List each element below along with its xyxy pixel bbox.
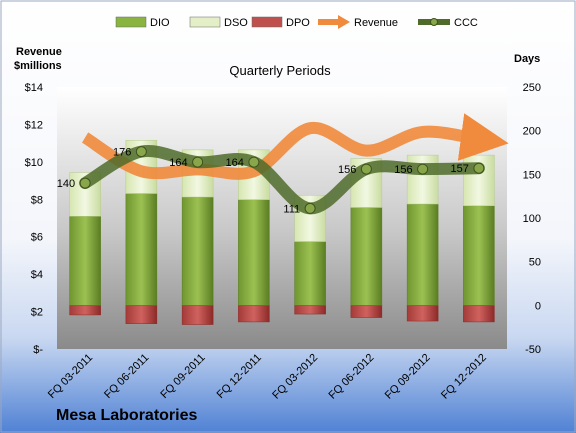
legend-swatch xyxy=(115,16,147,28)
dpo-bar xyxy=(294,305,326,315)
ccc-data-label: 140 xyxy=(57,178,75,190)
dpo-bar xyxy=(350,305,383,318)
ccc-data-label: 164 xyxy=(169,157,187,169)
left-tick-label: $14 xyxy=(25,82,43,94)
left-axis-label-line2: $millions xyxy=(14,60,62,72)
ccc-data-label: 157 xyxy=(451,163,469,175)
revenue-layer xyxy=(81,113,509,180)
ccc-data-label: 176 xyxy=(113,147,131,159)
legend-label: DPO xyxy=(286,17,310,29)
ccc-marker xyxy=(135,146,147,158)
legend-swatch xyxy=(251,16,283,28)
dio-bar xyxy=(294,241,326,306)
dpo-bar xyxy=(463,305,495,323)
ccc-data-label: 156 xyxy=(338,164,356,176)
ccc-marker xyxy=(304,202,316,214)
ccc-marker xyxy=(248,156,260,168)
left-tick-label: $- xyxy=(33,344,43,356)
dio-bar xyxy=(463,205,495,306)
left-tick-label: $2 xyxy=(31,307,43,319)
ccc-marker xyxy=(360,163,372,175)
legend-swatch xyxy=(189,16,221,28)
right-tick-label: 100 xyxy=(523,213,541,225)
right-tick-label: 0 xyxy=(535,300,541,312)
ccc-data-label: 156 xyxy=(394,164,412,176)
left-tick-label: $8 xyxy=(31,194,43,206)
dio-bar xyxy=(125,193,158,306)
left-tick-label: $12 xyxy=(25,119,43,131)
right-tick-label: 250 xyxy=(523,82,541,94)
right-tick-label: 50 xyxy=(529,257,541,269)
legend-label: DSO xyxy=(224,17,248,29)
legend-arrow-head xyxy=(338,15,350,29)
right-tick-label: 150 xyxy=(523,169,541,181)
dso-bar xyxy=(406,154,439,205)
ccc-marker xyxy=(417,163,429,175)
ccc-marker xyxy=(79,177,91,189)
left-tick-label: $6 xyxy=(31,232,43,244)
left-axis-label-line1: Revenue xyxy=(16,46,62,58)
legend-label: DIO xyxy=(150,17,170,29)
dpo-bar xyxy=(125,305,158,324)
dio-bar xyxy=(69,216,101,306)
dio-bar xyxy=(238,199,270,306)
right-axis-label: Days xyxy=(514,53,540,65)
left-tick-label: $10 xyxy=(25,157,43,169)
chart-title: Quarterly Periods xyxy=(229,63,331,78)
dio-bar xyxy=(181,196,214,306)
dpo-bar xyxy=(406,305,439,322)
legend-label: Revenue xyxy=(354,17,398,29)
ccc-data-label: 111 xyxy=(283,203,300,215)
dio-bar xyxy=(350,207,383,306)
left-axis-ticks: $- $2 $4 $6 $8 $10 $12 $14 xyxy=(25,82,44,356)
legend-marker xyxy=(430,18,438,26)
legend: DIO DSO DPO Revenue CCC xyxy=(115,15,478,29)
right-tick-label: 200 xyxy=(523,126,541,138)
left-tick-label: $4 xyxy=(31,269,43,281)
ccc-marker xyxy=(473,162,485,174)
revenue-line xyxy=(81,113,509,180)
company-name: Mesa Laboratories xyxy=(56,407,197,424)
dpo-bar xyxy=(238,305,270,323)
right-axis-ticks: -50 0 50 100 150 200 250 xyxy=(523,82,541,356)
dpo-bar xyxy=(181,305,214,325)
legend-label: CCC xyxy=(454,17,478,29)
plot-area xyxy=(57,87,507,349)
ccc-layer: 140 176 164 164 111 156 156 157 xyxy=(57,145,485,215)
dpo-bar xyxy=(69,305,101,316)
dio-bar xyxy=(406,203,439,306)
ccc-marker xyxy=(192,156,204,168)
right-tick-label: -50 xyxy=(525,344,541,356)
ccc-data-label: 164 xyxy=(226,157,244,169)
